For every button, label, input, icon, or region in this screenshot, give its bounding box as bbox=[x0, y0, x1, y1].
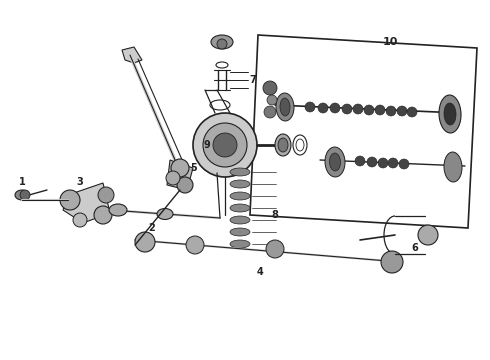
Circle shape bbox=[171, 159, 189, 177]
Circle shape bbox=[330, 103, 340, 113]
Circle shape bbox=[418, 225, 438, 245]
Circle shape bbox=[94, 206, 112, 224]
Circle shape bbox=[342, 104, 352, 114]
Text: 6: 6 bbox=[412, 243, 418, 253]
Ellipse shape bbox=[280, 98, 290, 116]
Circle shape bbox=[364, 105, 374, 115]
Text: 9: 9 bbox=[204, 140, 210, 150]
Ellipse shape bbox=[211, 35, 233, 49]
Circle shape bbox=[353, 104, 363, 114]
Circle shape bbox=[186, 236, 204, 254]
Ellipse shape bbox=[230, 168, 250, 176]
Polygon shape bbox=[122, 47, 142, 63]
Text: 8: 8 bbox=[271, 210, 278, 220]
Ellipse shape bbox=[230, 192, 250, 200]
Circle shape bbox=[60, 190, 80, 210]
Ellipse shape bbox=[230, 228, 250, 236]
Ellipse shape bbox=[109, 204, 127, 216]
Ellipse shape bbox=[230, 204, 250, 212]
Ellipse shape bbox=[230, 180, 250, 188]
Circle shape bbox=[381, 251, 403, 273]
Circle shape bbox=[177, 177, 193, 193]
Circle shape bbox=[266, 240, 284, 258]
Ellipse shape bbox=[15, 190, 29, 200]
Circle shape bbox=[98, 187, 114, 203]
Ellipse shape bbox=[275, 134, 291, 156]
Circle shape bbox=[135, 232, 155, 252]
Circle shape bbox=[399, 159, 409, 169]
Circle shape bbox=[193, 113, 257, 177]
Ellipse shape bbox=[278, 138, 288, 152]
Text: 1: 1 bbox=[19, 177, 25, 187]
Circle shape bbox=[213, 133, 237, 157]
Circle shape bbox=[386, 106, 396, 116]
Circle shape bbox=[264, 106, 276, 118]
Circle shape bbox=[388, 158, 398, 168]
Ellipse shape bbox=[439, 95, 461, 133]
Ellipse shape bbox=[444, 103, 456, 125]
Circle shape bbox=[375, 105, 385, 115]
Circle shape bbox=[397, 106, 407, 116]
Text: 3: 3 bbox=[76, 177, 83, 187]
Ellipse shape bbox=[230, 216, 250, 224]
Circle shape bbox=[263, 81, 277, 95]
Circle shape bbox=[407, 107, 417, 117]
Ellipse shape bbox=[230, 240, 250, 248]
Ellipse shape bbox=[276, 93, 294, 121]
Circle shape bbox=[367, 157, 377, 167]
Ellipse shape bbox=[157, 208, 173, 220]
Circle shape bbox=[203, 123, 247, 167]
Circle shape bbox=[318, 103, 328, 113]
Circle shape bbox=[20, 190, 30, 200]
Circle shape bbox=[355, 156, 365, 166]
Circle shape bbox=[166, 171, 180, 185]
Circle shape bbox=[73, 213, 87, 227]
Circle shape bbox=[378, 158, 388, 168]
Text: 7: 7 bbox=[249, 75, 256, 85]
Ellipse shape bbox=[325, 147, 345, 177]
Text: 4: 4 bbox=[257, 267, 264, 277]
Polygon shape bbox=[63, 183, 110, 223]
Circle shape bbox=[267, 95, 277, 105]
Text: 10: 10 bbox=[382, 37, 398, 47]
Circle shape bbox=[305, 102, 315, 112]
Circle shape bbox=[217, 39, 227, 49]
Ellipse shape bbox=[444, 152, 462, 182]
Text: 5: 5 bbox=[191, 163, 197, 173]
Polygon shape bbox=[167, 160, 193, 190]
Ellipse shape bbox=[329, 153, 341, 171]
Text: 2: 2 bbox=[148, 223, 155, 233]
